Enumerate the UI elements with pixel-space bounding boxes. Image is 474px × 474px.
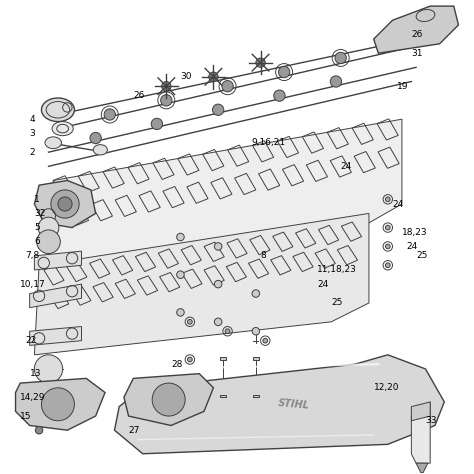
Circle shape — [36, 230, 60, 254]
Circle shape — [35, 355, 63, 383]
Circle shape — [274, 90, 285, 101]
Circle shape — [104, 109, 116, 120]
Text: 1: 1 — [35, 195, 40, 204]
Text: 19: 19 — [397, 82, 409, 91]
Text: 10,17: 10,17 — [20, 280, 46, 289]
Polygon shape — [374, 6, 458, 53]
Text: 24: 24 — [407, 242, 418, 251]
Polygon shape — [115, 355, 444, 454]
Text: 25: 25 — [416, 251, 428, 260]
Circle shape — [335, 52, 346, 64]
Circle shape — [38, 217, 59, 238]
Polygon shape — [35, 213, 369, 355]
Polygon shape — [30, 284, 82, 308]
Ellipse shape — [52, 121, 73, 136]
Text: 3: 3 — [30, 129, 36, 138]
Polygon shape — [411, 402, 430, 421]
Text: 14,29: 14,29 — [20, 393, 46, 402]
Circle shape — [222, 81, 233, 92]
Text: 33: 33 — [426, 416, 437, 425]
Text: 28: 28 — [171, 360, 182, 369]
Circle shape — [162, 82, 171, 91]
Polygon shape — [16, 378, 105, 430]
Polygon shape — [124, 374, 213, 426]
Circle shape — [152, 383, 185, 416]
Circle shape — [177, 271, 184, 278]
Polygon shape — [35, 251, 82, 270]
Circle shape — [256, 58, 265, 67]
Circle shape — [252, 290, 260, 297]
Circle shape — [385, 225, 390, 230]
Text: 8: 8 — [261, 251, 266, 260]
Circle shape — [188, 319, 192, 324]
Polygon shape — [219, 357, 226, 359]
Text: 25: 25 — [331, 299, 343, 308]
Circle shape — [385, 244, 390, 249]
Polygon shape — [30, 327, 82, 346]
Text: 26: 26 — [411, 30, 423, 39]
Circle shape — [212, 104, 224, 116]
Polygon shape — [253, 395, 259, 397]
Text: 22: 22 — [25, 336, 36, 345]
Circle shape — [214, 243, 222, 250]
Polygon shape — [416, 463, 428, 473]
Polygon shape — [35, 181, 96, 228]
Text: 4: 4 — [30, 115, 35, 124]
Text: 27: 27 — [128, 426, 140, 435]
Text: 7,8: 7,8 — [25, 251, 39, 260]
Text: 2: 2 — [30, 148, 35, 157]
Circle shape — [225, 329, 230, 334]
Text: 24: 24 — [317, 280, 328, 289]
Text: 24: 24 — [341, 162, 352, 171]
Circle shape — [214, 318, 222, 326]
Circle shape — [188, 357, 192, 362]
Circle shape — [51, 190, 79, 218]
Circle shape — [214, 280, 222, 288]
Ellipse shape — [41, 98, 74, 121]
Circle shape — [385, 197, 390, 201]
Polygon shape — [48, 119, 402, 275]
Circle shape — [161, 95, 172, 106]
Text: 11,18,23: 11,18,23 — [317, 265, 357, 274]
Ellipse shape — [93, 145, 108, 155]
Text: 30: 30 — [181, 72, 192, 81]
Polygon shape — [253, 357, 259, 359]
Text: 15: 15 — [20, 411, 32, 420]
Text: 31: 31 — [411, 49, 423, 58]
Text: 12,20: 12,20 — [374, 383, 399, 392]
Text: 32: 32 — [35, 209, 46, 218]
Circle shape — [41, 388, 74, 421]
Circle shape — [36, 427, 43, 434]
Circle shape — [209, 72, 218, 82]
Polygon shape — [411, 402, 430, 463]
Circle shape — [151, 118, 163, 129]
Text: STIHL: STIHL — [277, 398, 310, 410]
Text: 26: 26 — [133, 91, 145, 100]
Circle shape — [330, 76, 342, 87]
Circle shape — [90, 132, 101, 144]
Text: 9,16,21: 9,16,21 — [251, 138, 285, 147]
Polygon shape — [219, 395, 226, 397]
Circle shape — [177, 309, 184, 316]
Text: 6: 6 — [35, 237, 40, 246]
Ellipse shape — [45, 137, 62, 149]
Text: 18,23: 18,23 — [402, 228, 428, 237]
Circle shape — [385, 263, 390, 268]
Circle shape — [252, 328, 260, 335]
Circle shape — [263, 338, 268, 343]
Text: 24: 24 — [392, 200, 404, 209]
Text: 5: 5 — [35, 223, 40, 232]
Circle shape — [278, 66, 290, 78]
Circle shape — [58, 197, 72, 211]
Circle shape — [177, 233, 184, 241]
Text: 13: 13 — [30, 369, 41, 378]
